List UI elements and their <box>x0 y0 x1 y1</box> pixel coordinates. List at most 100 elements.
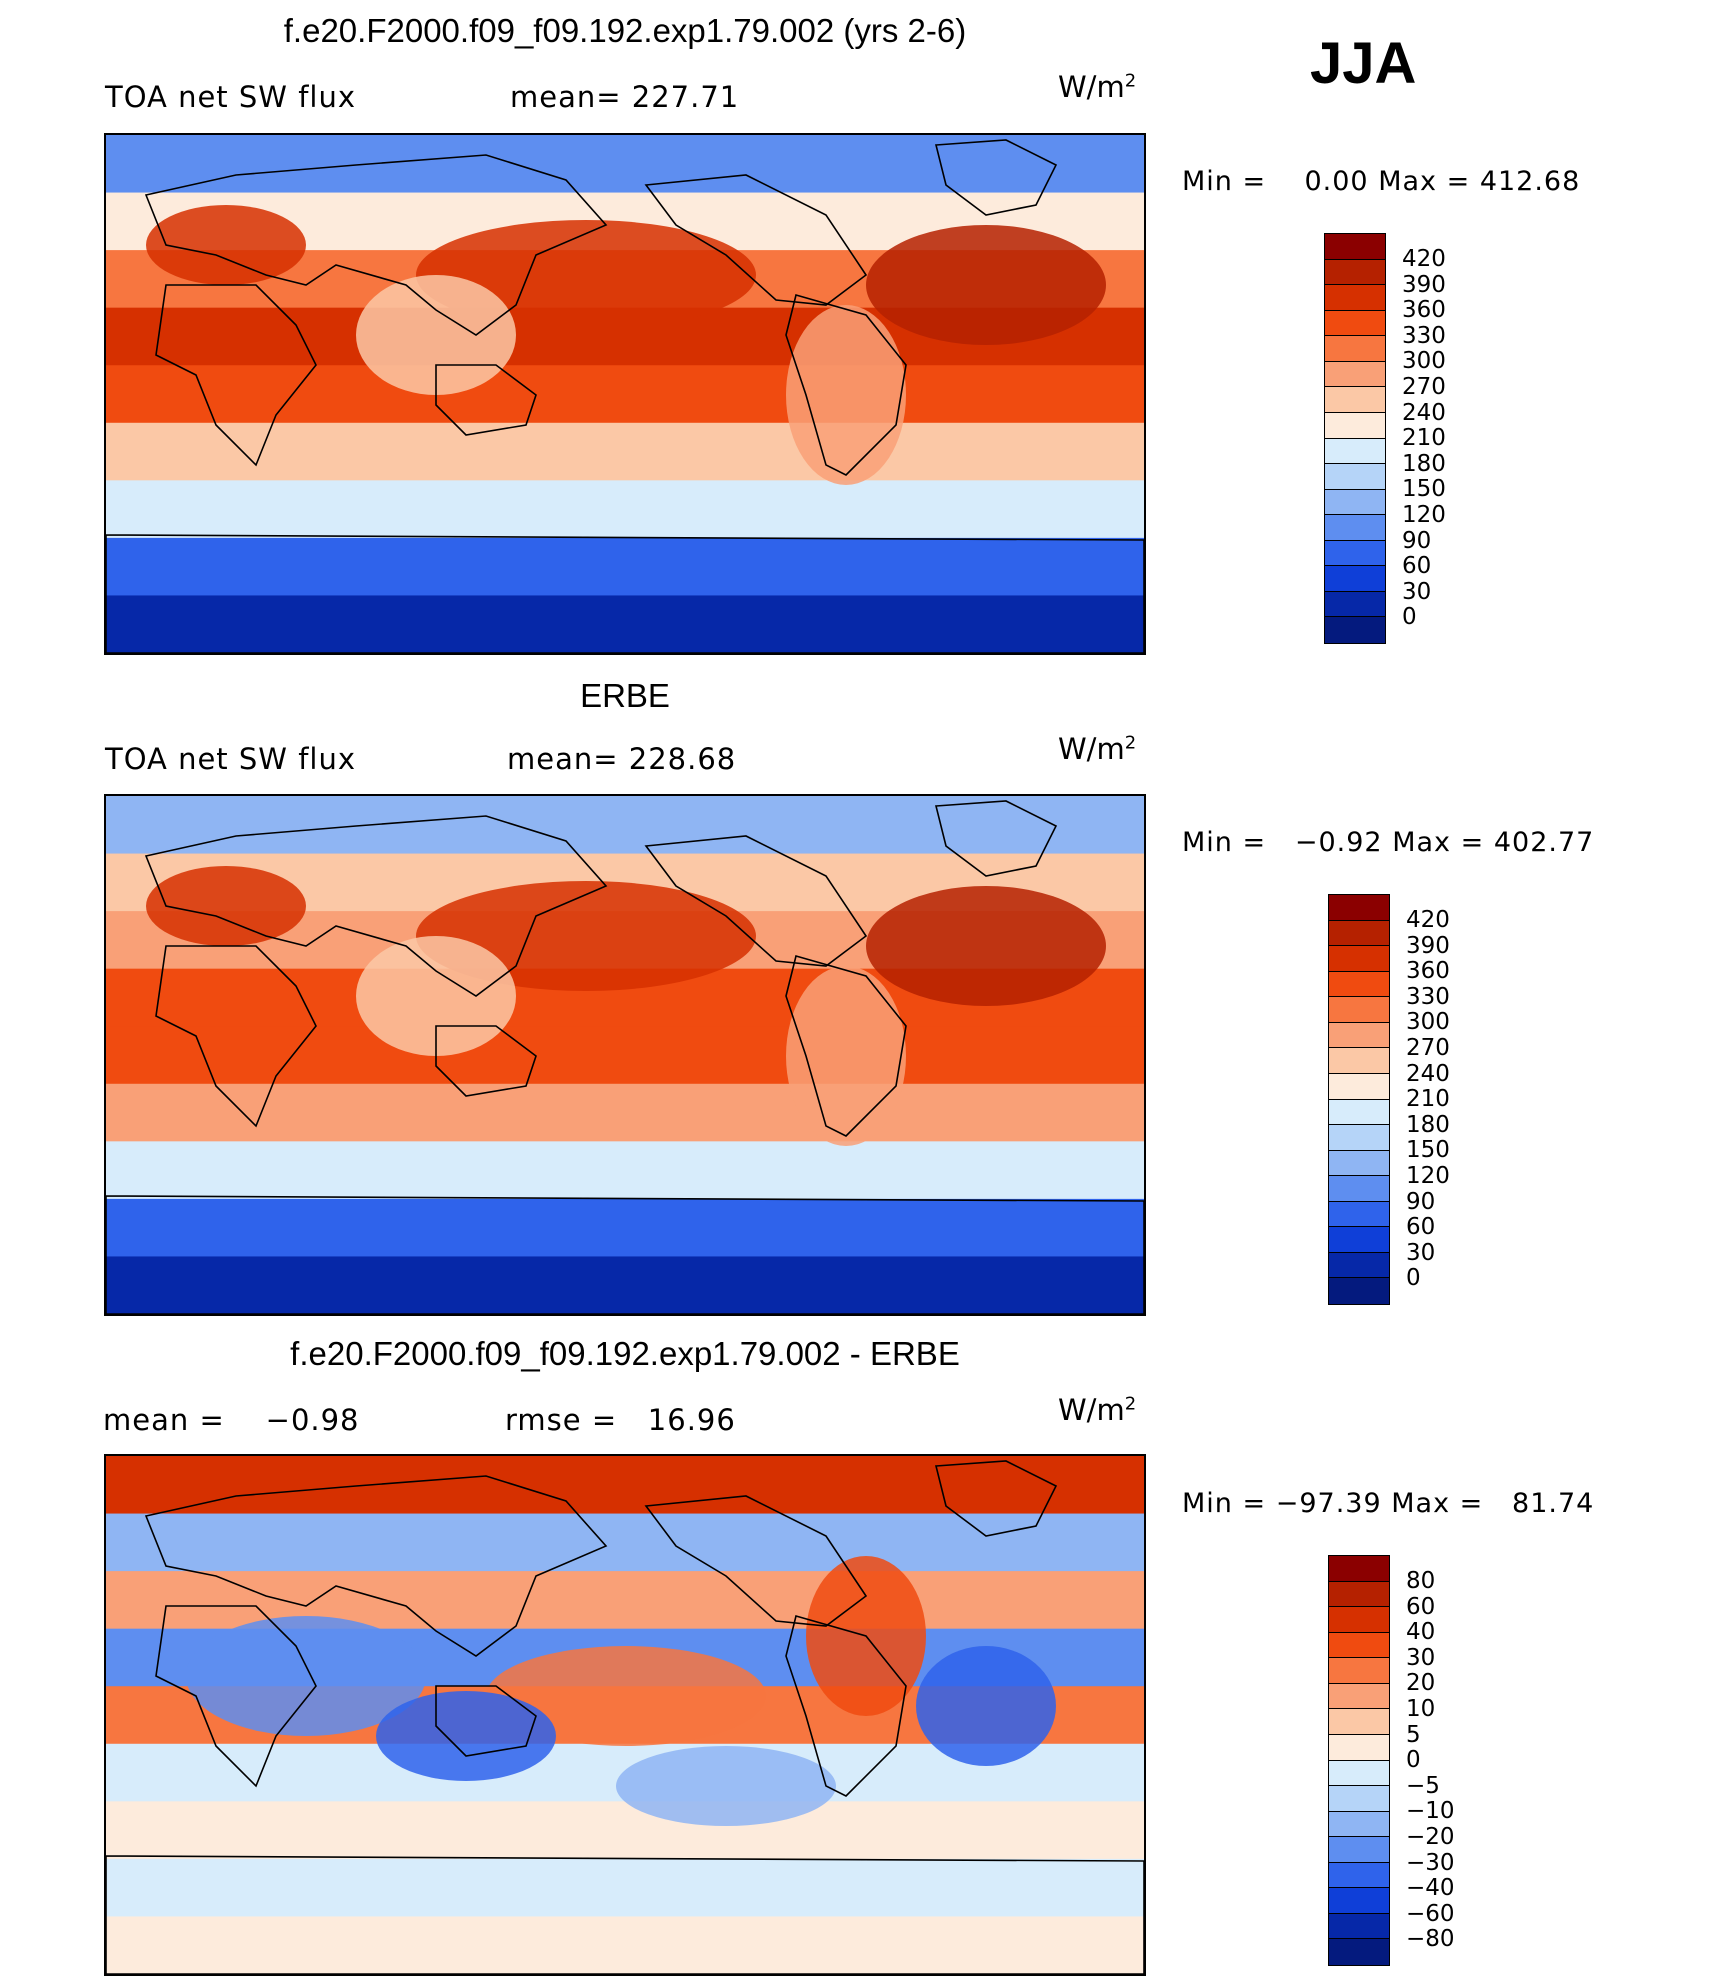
colorbar-swatch <box>1329 971 1389 998</box>
colorbar-swatch <box>1329 1556 1389 1582</box>
colorbar-tick-label: 330 <box>1402 322 1446 349</box>
colorbar-swatch <box>1329 1278 1389 1304</box>
colorbar-swatch <box>1325 438 1385 465</box>
field-anomaly <box>186 1616 426 1736</box>
colorbar-tick-label: −30 <box>1406 1849 1455 1876</box>
colorbar-swatch <box>1329 1581 1389 1608</box>
colorbar-tick-label: 60 <box>1402 553 1432 580</box>
colorbar-swatch <box>1329 1227 1389 1253</box>
field-band <box>106 796 1144 855</box>
colorbar-tick-label: 80 <box>1406 1568 1436 1594</box>
colorbar-tick-label: 150 <box>1402 476 1446 503</box>
panel-2-variable-label: TOA net SW flux <box>105 742 357 776</box>
field-band <box>106 1083 1144 1143</box>
panel-3-title: f.e20.F2000.f09_f09.192.exp1.79.002 - ER… <box>290 1335 960 1372</box>
colorbar-tick-label: 300 <box>1406 1009 1450 1036</box>
panel-2-mean-label: mean= 228.68 <box>507 742 737 776</box>
colorbar-swatch <box>1329 1939 1389 1965</box>
field-band <box>106 1858 1144 1918</box>
colorbar-swatch <box>1325 285 1385 311</box>
field-band <box>106 1513 1144 1573</box>
field-anomaly <box>866 225 1106 345</box>
coastline <box>785 294 907 476</box>
colorbar-tick-label: −80 <box>1406 1926 1455 1953</box>
colorbar-swatch <box>1325 489 1385 516</box>
panel-2-map <box>104 794 1146 1316</box>
colorbar-swatch <box>1329 1760 1389 1787</box>
season-label: JJA <box>1310 31 1417 96</box>
coastline <box>644 1495 868 1627</box>
field-band <box>106 422 1144 482</box>
field-band <box>106 537 1144 597</box>
colorbar-swatch <box>1325 617 1385 643</box>
colorbar-tick-label: 210 <box>1402 425 1446 452</box>
colorbar-swatch <box>1329 1837 1389 1863</box>
field-anomaly <box>146 866 306 946</box>
panel-3-mean: mean = −0.98 <box>103 1403 360 1437</box>
colorbar-tick-label: 360 <box>1402 297 1446 324</box>
panel-1-variable-label: TOA net SW flux <box>105 80 357 114</box>
coastline <box>934 1460 1058 1537</box>
colorbar-tick-label: 240 <box>1406 1060 1450 1087</box>
colorbar-swatch <box>1329 1125 1389 1151</box>
colorbar-tick-label: 60 <box>1406 1593 1436 1620</box>
colorbar-swatch <box>1329 1252 1389 1279</box>
panel-2-minmax: Min = −0.92 Max = 402.77 <box>1182 827 1595 858</box>
colorbar-swatch <box>1329 1658 1389 1684</box>
colorbar-tick-label: −60 <box>1406 1900 1455 1927</box>
coastline <box>144 154 608 336</box>
colorbar-swatch <box>1329 1862 1389 1889</box>
panel-1-units: W/m2 <box>1058 70 1137 104</box>
colorbar-tick-label: 90 <box>1402 527 1432 554</box>
panel-3-rmse: rmse = 16.96 <box>505 1403 736 1437</box>
coastline <box>934 139 1058 216</box>
field-band <box>106 365 1144 424</box>
colorbar-tick-label: 5 <box>1406 1721 1421 1748</box>
colorbar-tick-label: 300 <box>1402 348 1446 375</box>
coastline <box>106 534 1144 653</box>
colorbar-tick-label: 270 <box>1406 1034 1450 1061</box>
colorbar-tick-label: 30 <box>1402 578 1432 605</box>
colorbar-swatch <box>1325 361 1385 388</box>
field-anomaly <box>786 305 906 485</box>
coastline <box>106 1195 1144 1314</box>
panel-2-units: W/m2 <box>1058 732 1137 766</box>
field-anomaly <box>866 886 1106 1006</box>
panel-3-minmax: Min = −97.39 Max = 81.74 <box>1182 1488 1595 1519</box>
colorbar-tick-label: −40 <box>1406 1875 1455 1902</box>
colorbar-tick-label: 90 <box>1406 1188 1436 1215</box>
colorbar-swatch <box>1329 1734 1389 1761</box>
colorbar-swatch <box>1329 1201 1389 1228</box>
coastline <box>435 1685 537 1757</box>
colorbar-tick-label: 180 <box>1406 1111 1450 1138</box>
coastline <box>644 835 868 967</box>
colorbar-swatch <box>1329 1022 1389 1049</box>
field-anomaly <box>146 205 306 285</box>
colorbar-swatch <box>1325 540 1385 567</box>
colorbar-tick-label: 330 <box>1406 983 1450 1010</box>
colorbar-tick-label: 10 <box>1406 1695 1436 1722</box>
field-band <box>106 1916 1144 1974</box>
panel-3-colorbar-labels: 80 60 40 30 20 10 5 0 −5 −10 −20 −30 −40 −60 −80 <box>1406 1568 1455 1953</box>
colorbar-tick-label: −5 <box>1406 1772 1440 1799</box>
field-band <box>106 1456 1144 1515</box>
panel-2-colorbar-labels: 420 390 360 330 300 270 240 210 180 150 120 90 60 30 0 <box>1406 907 1450 1292</box>
colorbar-swatch <box>1329 1811 1389 1838</box>
coastline <box>435 1025 537 1097</box>
colorbar-swatch <box>1329 1632 1389 1659</box>
colorbar-swatch <box>1329 1607 1389 1633</box>
panel-1-minmax: Min = 0.00 Max = 412.68 <box>1182 166 1581 197</box>
field-anomaly <box>916 1646 1056 1766</box>
colorbar-tick-label: 420 <box>1406 907 1450 933</box>
colorbar-swatch <box>1329 1786 1389 1812</box>
coastline <box>785 955 907 1137</box>
colorbar-tick-label: 180 <box>1402 450 1446 477</box>
coastline <box>106 1855 1144 1974</box>
panel-3-units: W/m2 <box>1058 1393 1137 1427</box>
panel-1-map <box>104 133 1146 655</box>
colorbar-swatch <box>1325 566 1385 592</box>
colorbar-tick-label: −10 <box>1406 1798 1455 1825</box>
field-band <box>106 1026 1144 1085</box>
colorbar-swatch <box>1329 997 1389 1023</box>
colorbar-swatch <box>1325 310 1385 337</box>
